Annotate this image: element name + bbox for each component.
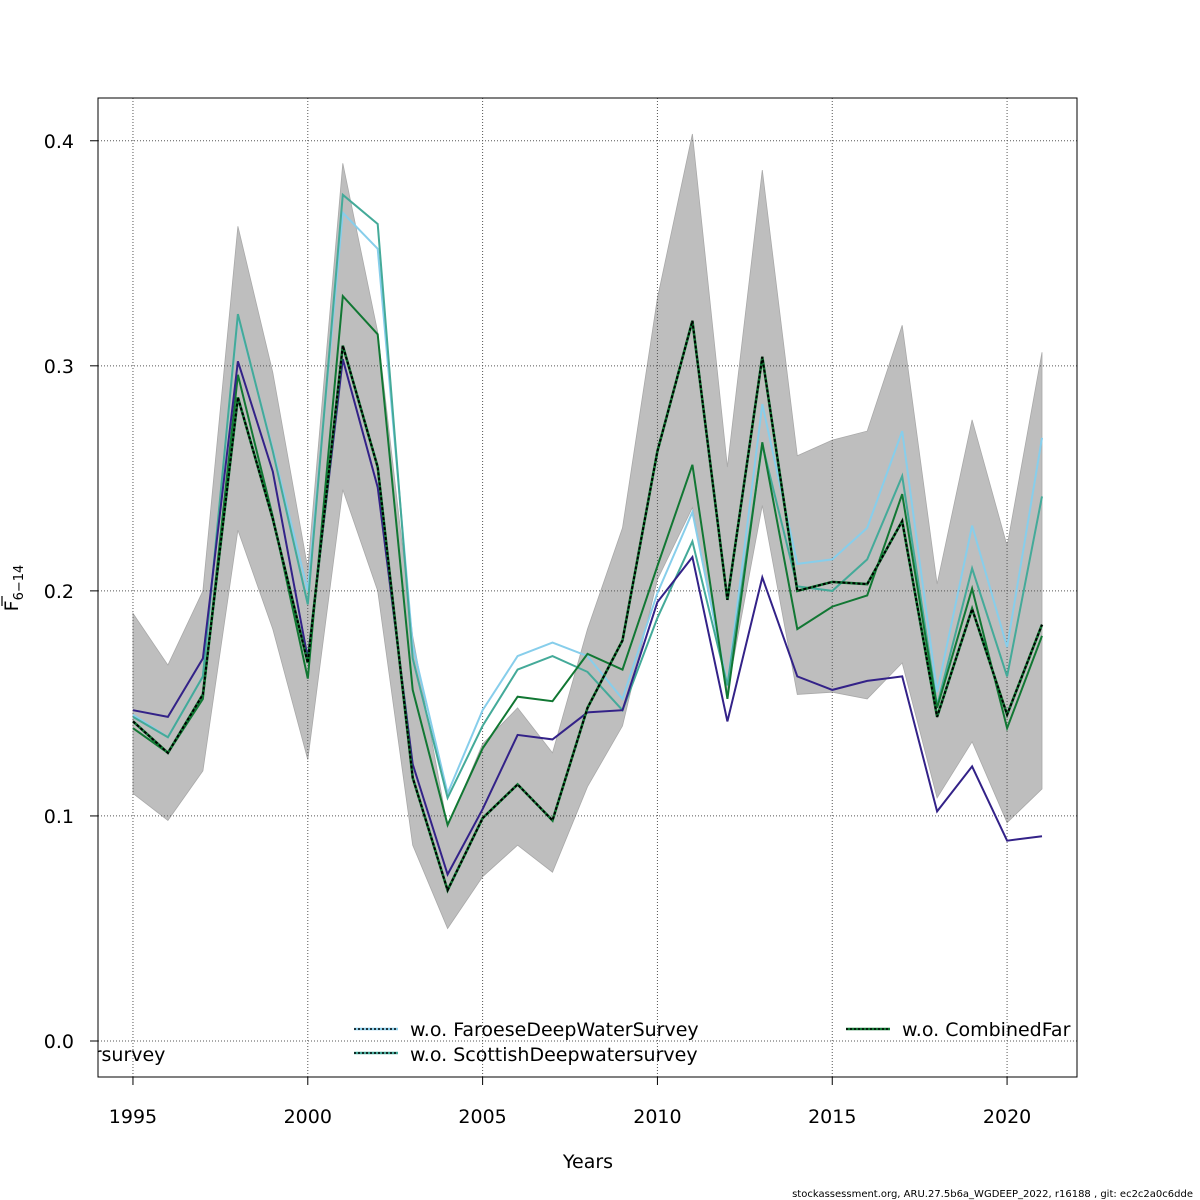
x-tick-label: 2010 [633,1106,681,1128]
y-axis-title-main: F [1,600,23,611]
x-axis-title: Years [562,1151,613,1173]
series-layer [132,192,1044,894]
legend-label: ersurvey [82,1044,165,1066]
y-axis-title-sub: 6−14 [12,565,27,601]
y-tick-label: 0.0 [44,1031,74,1053]
legend-entries: w.o. FaroeseDeepWaterSurvey w.o. Scottish… [82,1019,1071,1066]
y-tick-label: 0.4 [44,131,74,153]
axis-layer: 1995 2000 2005 2010 2015 2020 0.0 0.1 0.2 0.3 0.4 [44,131,1031,1128]
legend-label: w.o. CombinedFar [902,1019,1071,1041]
x-tick-label: 2000 [284,1106,332,1128]
series-line-4 [132,358,1043,877]
legend: w.o. FaroeseDeepWaterSurvey w.o. Scottish… [82,1019,1071,1066]
y-tick-label: 0.2 [44,581,74,603]
y-tick-label: 0.3 [44,356,74,378]
footer-note: stockassessment.org, ARU.27.5b6a_WGDEEP_… [792,1189,1193,1200]
x-tick-label: 2015 [808,1106,856,1128]
series-line-1 [132,210,1043,797]
x-tick-label: 1995 [109,1106,157,1128]
svg-text:F6−14: F6−14 [1,565,27,612]
confidence-band-layer [132,133,1043,930]
y-axis-title: F6−14 [1,565,27,612]
legend-label: w.o. FaroeseDeepWaterSurvey [410,1019,699,1041]
x-tick-label: 2020 [983,1106,1031,1128]
x-tick-label: 2005 [458,1106,506,1128]
legend-label: w.o. ScottishDeepwatersurvey [410,1044,698,1066]
series-line-5 [132,320,1043,893]
confidence-band [132,133,1043,930]
series-line-2 [132,192,1043,801]
y-tick-label: 0.1 [44,806,74,828]
plot-frame [97,97,1078,1078]
